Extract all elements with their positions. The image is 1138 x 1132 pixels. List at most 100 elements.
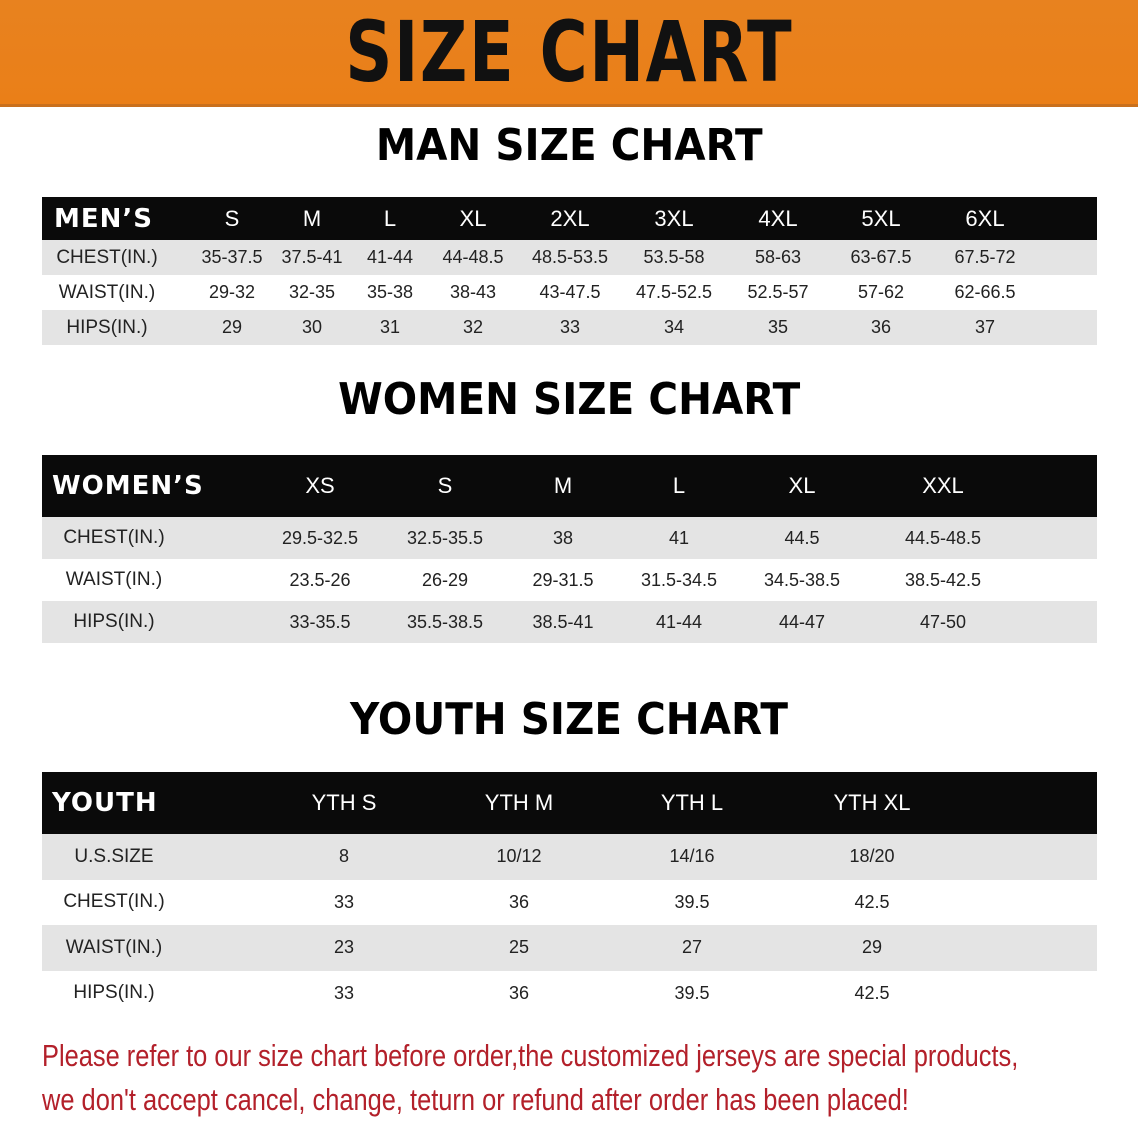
measurement-value: 48.5-53.5 <box>531 247 609 267</box>
measurement-value: 44-47 <box>778 611 826 632</box>
measurement-value: 23.5-26 <box>289 569 351 590</box>
measurement-value: 44.5 <box>784 527 820 548</box>
measurement-value: 23 <box>333 937 355 958</box>
measurement-value: 53.5-58 <box>643 247 705 267</box>
men-title: MAN SIZE CHART <box>375 120 763 171</box>
measurement-value: 63-67.5 <box>850 247 912 267</box>
women-title: WOMEN SIZE CHART <box>337 374 801 425</box>
size-header: 6XL <box>965 205 1005 231</box>
size-header: XL <box>459 205 487 231</box>
measurement-value: 31.5-34.5 <box>640 569 718 590</box>
measurement-value: 30 <box>301 317 323 337</box>
measurement-value: 33 <box>559 317 581 337</box>
measurement-value: 33 <box>333 982 355 1003</box>
measurement-label: WAIST(IN.) <box>65 936 163 958</box>
measurement-value: 32 <box>462 317 484 337</box>
men-header-row: MEN’S S M L XL 2XL 3XL 4XL 5XL 6XL <box>42 197 1097 240</box>
table-row: HIPS(IN.) 29 30 31 32 33 34 35 36 37 <box>42 310 1097 345</box>
size-header: S <box>224 205 240 231</box>
size-header: L <box>383 205 397 231</box>
measurement-value: 29-31.5 <box>532 569 594 590</box>
measurement-value: 32.5-35.5 <box>406 527 484 548</box>
measurement-value: 32-35 <box>288 282 336 302</box>
measurement-value: 58-63 <box>754 247 802 267</box>
measurement-value: 42.5 <box>854 891 890 912</box>
measurement-value: 47-50 <box>919 611 967 632</box>
measurement-label: WAIST(IN.) <box>65 569 163 590</box>
measurement-value: 47.5-52.5 <box>635 282 713 302</box>
size-header: 5XL <box>861 205 901 231</box>
measurement-value: 44.5-48.5 <box>904 527 982 548</box>
measurement-value: 18/20 <box>849 846 895 867</box>
measurement-label: HIPS(IN.) <box>66 316 148 338</box>
measurement-value: 44-48.5 <box>442 247 504 267</box>
measurement-value: 26-29 <box>421 569 469 590</box>
measurement-label: U.S.SIZE <box>74 845 154 867</box>
table-row: HIPS(IN.) 33-35.5 35.5-38.5 38.5-41 41-44 44-… <box>42 601 1097 643</box>
measurement-value: 38.5-41 <box>532 611 594 632</box>
table-row: WAIST(IN.) 23 25 27 29 <box>42 925 1097 971</box>
measurement-value: 33-35.5 <box>289 611 351 632</box>
size-header: L <box>672 473 686 498</box>
measurement-label: CHEST(IN.) <box>56 246 158 268</box>
measurement-value: 38 <box>552 527 574 548</box>
measurement-value: 39.5 <box>674 891 710 912</box>
size-header: XS <box>305 473 335 498</box>
measurement-value: 41 <box>668 527 690 548</box>
size-header: M <box>302 205 322 231</box>
table-row: WAIST(IN.) 23.5-26 26-29 29-31.5 31.5-34.5 34… <box>42 559 1097 601</box>
measurement-label: HIPS(IN.) <box>73 611 155 632</box>
measurement-value: 52.5-57 <box>747 282 809 302</box>
measurement-value: 62-66.5 <box>954 282 1016 302</box>
measurement-value: 41-44 <box>366 247 414 267</box>
size-chart-banner: SIZE CHART <box>0 0 1138 107</box>
measurement-value: 39.5 <box>674 982 710 1003</box>
measurement-value: 29.5-32.5 <box>281 527 359 548</box>
size-header: XXL <box>922 473 964 498</box>
youth-header-row: YOUTH YTH S YTH M YTH L YTH XL <box>42 772 1097 834</box>
measurement-value: 36 <box>508 982 530 1003</box>
measurement-value: 14/16 <box>669 846 715 867</box>
measurement-value: 8 <box>338 846 350 867</box>
measurement-value: 29-32 <box>208 282 256 302</box>
size-header: 2XL <box>550 205 590 231</box>
banner-title: SIZE CHART <box>344 3 794 101</box>
measurement-value: 35-37.5 <box>201 247 263 267</box>
measurement-label: HIPS(IN.) <box>73 982 155 1004</box>
measurement-value: 29 <box>861 937 883 958</box>
measurement-value: 33 <box>333 891 355 912</box>
table-label: YOUTH <box>52 788 158 818</box>
measurement-value: 35.5-38.5 <box>406 611 484 632</box>
measurement-label: CHEST(IN.) <box>63 527 165 548</box>
measurement-value: 29 <box>221 317 243 337</box>
measurement-value: 34.5-38.5 <box>763 569 841 590</box>
measurement-value: 36 <box>508 891 530 912</box>
size-header: YTH S <box>311 790 377 815</box>
size-header: S <box>437 473 453 498</box>
size-header: YTH L <box>660 790 724 815</box>
notice-line-1: Please refer to our size chart before or… <box>42 1038 1019 1073</box>
measurement-value: 38.5-42.5 <box>904 569 982 590</box>
table-label: WOMEN’S <box>52 471 204 501</box>
measurement-value: 35-38 <box>366 282 414 302</box>
measurement-value: 57-62 <box>857 282 905 302</box>
table-label: MEN’S <box>54 203 153 234</box>
size-header: 3XL <box>654 205 694 231</box>
measurement-label: CHEST(IN.) <box>63 891 165 913</box>
measurement-value: 35 <box>767 317 789 337</box>
measurement-value: 37.5-41 <box>281 247 343 267</box>
measurement-value: 27 <box>681 937 703 958</box>
size-header: 4XL <box>758 205 798 231</box>
measurement-value: 36 <box>870 317 892 337</box>
measurement-value: 67.5-72 <box>954 247 1016 267</box>
measurement-value: 41-44 <box>655 611 703 632</box>
measurement-label: WAIST(IN.) <box>58 281 156 303</box>
measurement-value: 10/12 <box>496 846 542 867</box>
size-header: M <box>553 473 573 498</box>
youth-title: YOUTH SIZE CHART <box>350 694 788 745</box>
table-row: CHEST(IN.) 33 36 39.5 42.5 <box>42 880 1097 926</box>
measurement-value: 38-43 <box>449 282 497 302</box>
table-row: HIPS(IN.) 33 36 39.5 42.5 <box>42 971 1097 1017</box>
notice-line-2: we don't accept cancel, change, teturn o… <box>42 1082 909 1117</box>
measurement-value: 31 <box>379 317 401 337</box>
